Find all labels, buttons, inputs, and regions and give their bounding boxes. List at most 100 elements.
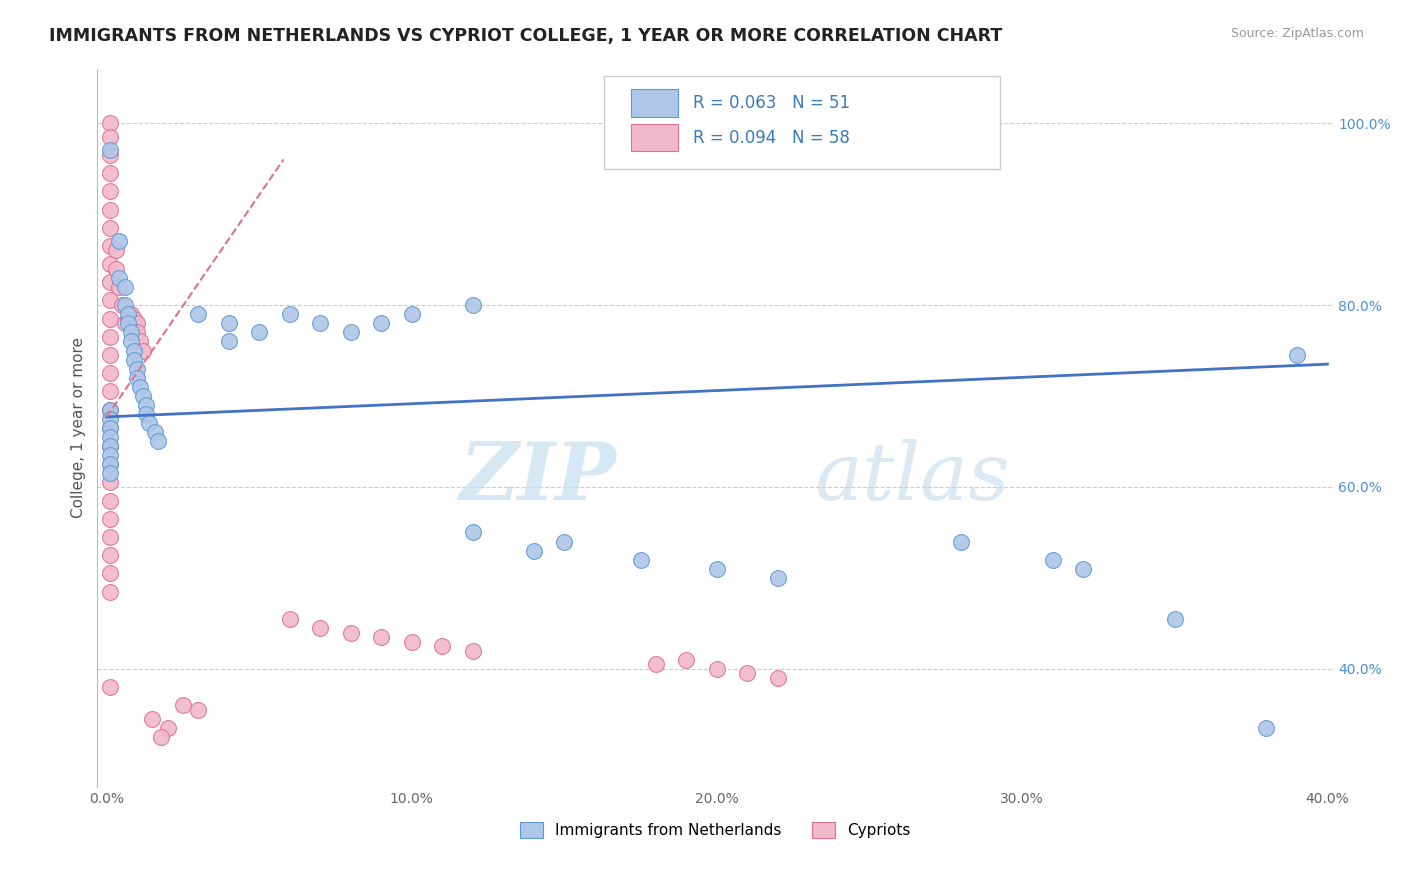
Point — [98, 348, 121, 362]
Point — [98, 275, 121, 289]
Point — [111, 298, 134, 312]
Point — [98, 430, 121, 444]
Point — [98, 366, 121, 380]
Point — [950, 534, 973, 549]
Point — [401, 307, 423, 321]
Point — [98, 475, 121, 490]
Point — [120, 326, 142, 340]
Point — [278, 612, 301, 626]
Point — [98, 116, 121, 130]
Point — [138, 417, 160, 431]
Point — [107, 270, 129, 285]
Point — [98, 421, 121, 435]
Point — [98, 439, 121, 453]
Point — [401, 634, 423, 648]
Point — [125, 361, 148, 376]
Point — [135, 407, 157, 421]
Point — [370, 630, 392, 644]
Point — [432, 639, 454, 653]
Point — [150, 730, 173, 744]
Text: R = 0.063   N = 51: R = 0.063 N = 51 — [693, 94, 851, 112]
Point — [98, 384, 121, 399]
Point — [630, 553, 652, 567]
Point — [98, 457, 121, 471]
Point — [553, 534, 575, 549]
Point — [114, 316, 136, 330]
Point — [98, 457, 121, 471]
Text: ZIP: ZIP — [460, 440, 617, 516]
Point — [114, 298, 136, 312]
Point — [461, 298, 484, 312]
Point — [766, 671, 789, 685]
Point — [339, 625, 361, 640]
Point — [98, 530, 121, 544]
Point — [98, 566, 121, 581]
Point — [98, 493, 121, 508]
Point — [98, 202, 121, 217]
Point — [706, 662, 728, 676]
Point — [107, 235, 129, 249]
Point — [141, 712, 163, 726]
Point — [278, 307, 301, 321]
Point — [98, 129, 121, 144]
Point — [98, 467, 121, 481]
Legend: Immigrants from Netherlands, Cypriots: Immigrants from Netherlands, Cypriots — [515, 816, 917, 844]
Point — [98, 421, 121, 435]
Point — [98, 257, 121, 271]
Point — [98, 448, 121, 462]
Point — [135, 398, 157, 412]
FancyBboxPatch shape — [605, 76, 1000, 169]
Point — [98, 239, 121, 253]
Point — [98, 402, 121, 417]
Point — [98, 548, 121, 562]
Point — [1256, 721, 1278, 735]
Text: atlas: atlas — [814, 440, 1010, 516]
Point — [187, 703, 209, 717]
Point — [114, 280, 136, 294]
Point — [107, 280, 129, 294]
Point — [645, 657, 668, 672]
Point — [104, 261, 127, 276]
Point — [247, 326, 270, 340]
Point — [120, 334, 142, 349]
Point — [148, 434, 170, 449]
Point — [370, 316, 392, 330]
Point — [98, 512, 121, 526]
Point — [117, 311, 139, 326]
Point — [218, 334, 240, 349]
Point — [737, 666, 759, 681]
Point — [309, 316, 332, 330]
Point — [1042, 553, 1064, 567]
Point — [98, 144, 121, 158]
Point — [156, 721, 179, 735]
Point — [104, 244, 127, 258]
Point — [339, 326, 361, 340]
Y-axis label: College, 1 year or more: College, 1 year or more — [72, 337, 86, 518]
Point — [98, 330, 121, 344]
Point — [172, 698, 194, 713]
Point — [98, 311, 121, 326]
Point — [98, 402, 121, 417]
Point — [1285, 348, 1308, 362]
Point — [98, 293, 121, 308]
Point — [523, 543, 546, 558]
Point — [1071, 562, 1094, 576]
Point — [98, 439, 121, 453]
Point — [125, 326, 148, 340]
Text: IMMIGRANTS FROM NETHERLANDS VS CYPRIOT COLLEGE, 1 YEAR OR MORE CORRELATION CHART: IMMIGRANTS FROM NETHERLANDS VS CYPRIOT C… — [49, 27, 1002, 45]
Point — [129, 334, 152, 349]
Point — [143, 425, 166, 440]
FancyBboxPatch shape — [631, 89, 678, 117]
Point — [132, 343, 155, 358]
Point — [98, 184, 121, 198]
Point — [98, 220, 121, 235]
Text: Source: ZipAtlas.com: Source: ZipAtlas.com — [1230, 27, 1364, 40]
Point — [132, 389, 155, 403]
Text: R = 0.094   N = 58: R = 0.094 N = 58 — [693, 128, 851, 146]
Point — [122, 352, 145, 367]
Point — [675, 653, 697, 667]
Point — [125, 371, 148, 385]
Point — [187, 307, 209, 321]
Point — [98, 148, 121, 162]
Point — [122, 311, 145, 326]
